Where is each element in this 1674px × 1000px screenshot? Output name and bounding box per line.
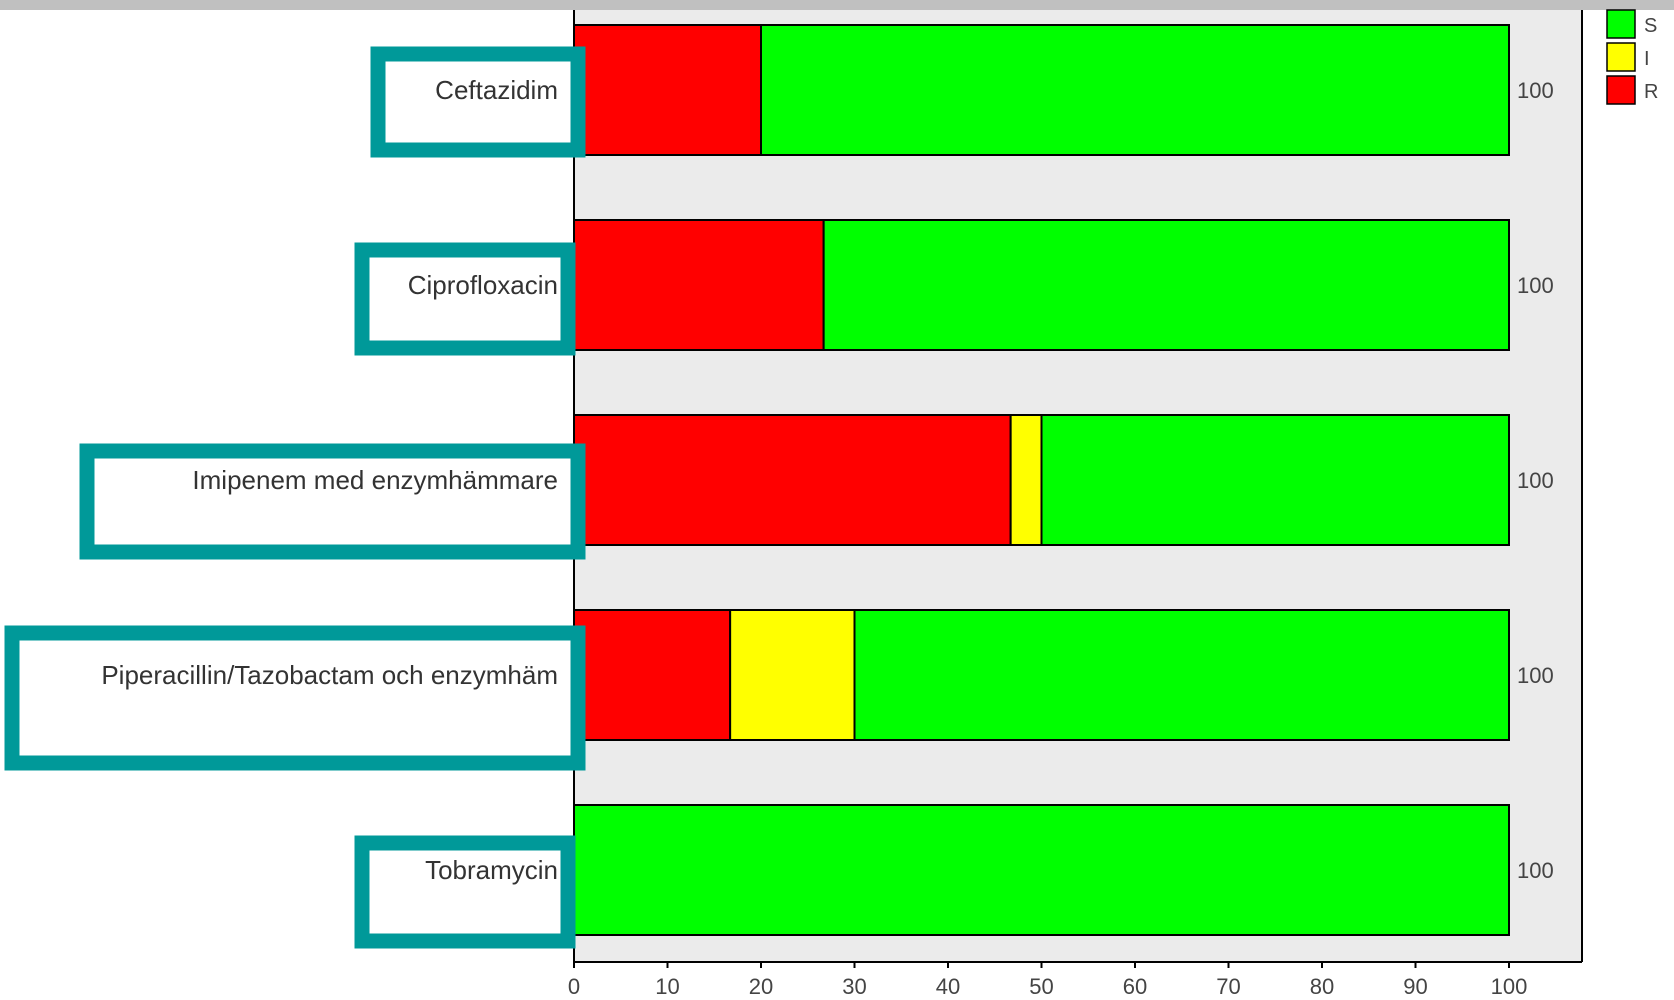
x-axis-ticks: 0 10 20 30 40 50 60 70 80 90 100: [568, 962, 1527, 999]
x-tick-label: 60: [1123, 974, 1147, 999]
x-tick-label: 90: [1403, 974, 1427, 999]
total-label: 100: [1517, 858, 1554, 883]
bar-r-3: [573, 414, 1012, 546]
x-tick-label: 30: [842, 974, 866, 999]
total-label: 100: [1517, 273, 1554, 298]
category-label: Tobramycin: [425, 855, 558, 885]
bar-s-2: [822, 219, 1510, 351]
x-tick-label: 100: [1491, 974, 1528, 999]
bar-s-4: [853, 609, 1510, 741]
bar-r-4: [573, 609, 732, 741]
label-highlight-box: [354, 242, 576, 356]
category-label: Ciprofloxacin: [408, 270, 558, 300]
bar-s-3: [1040, 414, 1510, 546]
total-label: 100: [1517, 663, 1554, 688]
label-highlight-box: [79, 443, 586, 560]
legend-swatch-s: [1606, 9, 1636, 39]
x-tick-label: 40: [936, 974, 960, 999]
label-highlight-box: [354, 835, 576, 949]
total-labels: 100 100 100 100 100: [1517, 78, 1554, 883]
x-tick-label: 0: [568, 974, 580, 999]
category-label: Piperacillin/Tazobactam och enzymhäm: [101, 660, 558, 690]
category-labels: Ceftazidim Ciprofloxacin Imipenem med enzy…: [101, 75, 558, 885]
label-highlight-box: [4, 625, 586, 771]
bar-s-1: [760, 24, 1510, 156]
total-label: 100: [1517, 468, 1554, 493]
bar-s-5: [573, 804, 1510, 936]
bar-r-1: [573, 24, 762, 156]
legend-swatch-i: [1606, 42, 1636, 72]
total-label: 100: [1517, 78, 1554, 103]
bar-i-3: [1009, 414, 1043, 546]
legend-label-i: I: [1644, 48, 1650, 70]
bar-r-2: [573, 219, 825, 351]
legend-label-s: S: [1644, 15, 1657, 37]
bar-i-4: [729, 609, 856, 741]
legend: SIR: [1606, 9, 1658, 105]
x-tick-label: 50: [1029, 974, 1053, 999]
label-highlight-box: [370, 46, 586, 158]
highlight-boxes: [4, 46, 586, 949]
category-label: Imipenem med enzymhämmare: [192, 465, 558, 495]
legend-label-r: R: [1644, 81, 1658, 103]
category-label: Ceftazidim: [435, 75, 558, 105]
x-tick-label: 10: [655, 974, 679, 999]
x-tick-label: 70: [1216, 974, 1240, 999]
x-tick-label: 80: [1310, 974, 1334, 999]
x-tick-label: 20: [749, 974, 773, 999]
bar-group: [573, 24, 1510, 936]
top-bar: [0, 0, 1674, 10]
legend-swatch-r: [1606, 75, 1636, 105]
